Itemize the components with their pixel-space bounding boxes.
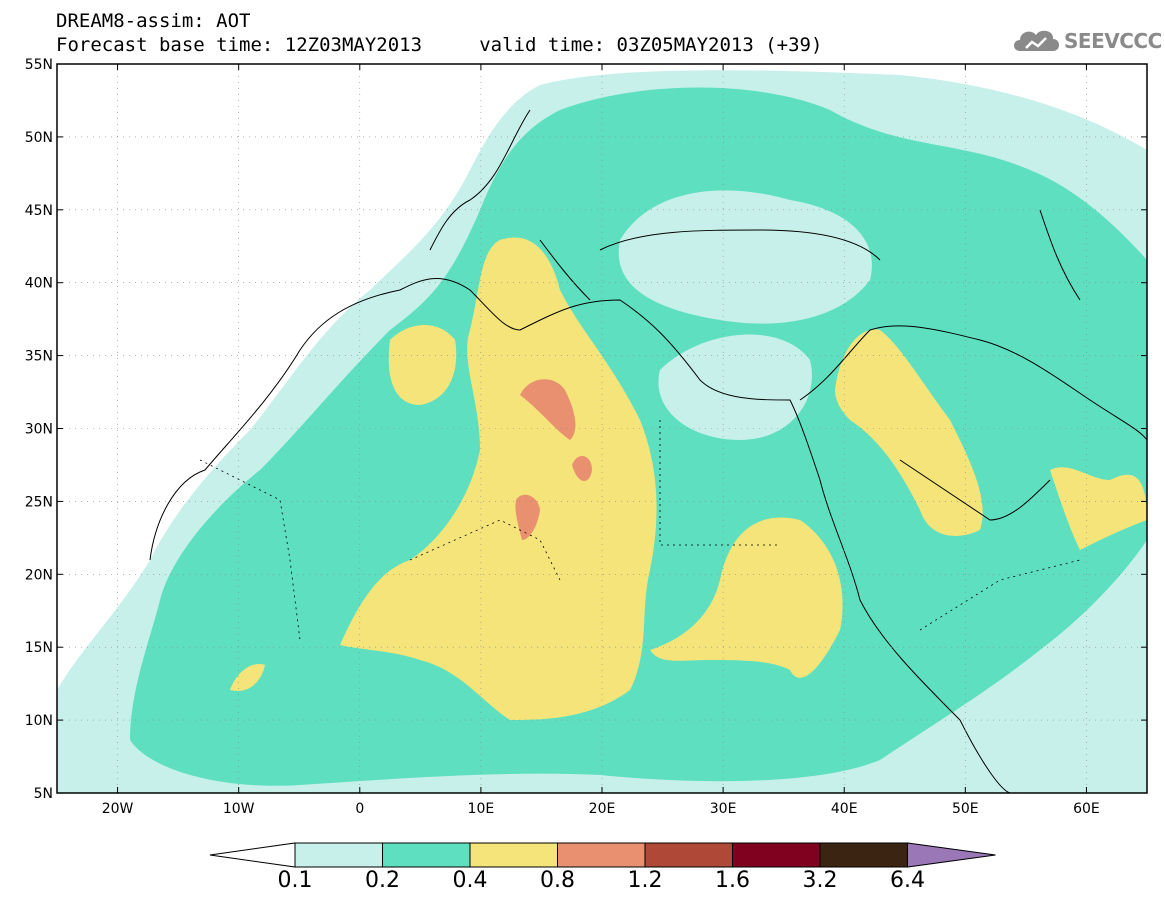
colorbar-segment — [382, 842, 471, 868]
lon-tick-label: 50E — [952, 801, 979, 817]
colorbar-level-label: 1.6 — [715, 868, 750, 893]
lat-tick-label: 20N — [25, 567, 53, 583]
colorbar — [209, 842, 996, 868]
lat-tick-label: 40N — [25, 276, 53, 292]
colorbar-under-arrow — [209, 842, 296, 868]
colorbar-level-label: 0.8 — [540, 868, 575, 893]
cloud-icon — [1014, 30, 1059, 51]
lat-tick-label: 10N — [25, 713, 53, 729]
aot-band-0.8-chad — [515, 494, 540, 540]
lat-tick-label: 15N — [25, 640, 53, 656]
colorbar-segment — [557, 842, 646, 868]
colorbar-level-label: 1.2 — [627, 868, 663, 893]
lat-tick-label: 5N — [34, 786, 53, 802]
colorbar-level-label: 3.2 — [802, 868, 838, 893]
lat-tick-label: 30N — [25, 422, 53, 438]
colorbar-segment — [819, 842, 908, 868]
colorbar-segment — [469, 842, 558, 868]
lat-tick-label: 35N — [25, 349, 53, 365]
lon-tick-label: 20E — [589, 801, 616, 817]
seevccc-logo: SEEVCCC — [1010, 24, 1162, 58]
aot-band-0.4-oman — [1050, 467, 1147, 550]
lon-tick-label: 40E — [831, 801, 858, 817]
lat-tick-label: 45N — [25, 203, 53, 219]
colorbar-level-label: 0.2 — [365, 868, 400, 893]
colorbar-segment — [294, 842, 383, 868]
colorbar-over-arrow — [907, 842, 996, 868]
lon-tick-label: 0 — [355, 801, 364, 817]
logo-text: SEEVCCC — [1064, 29, 1162, 53]
aot-contours — [57, 64, 1147, 793]
colorbar-level-label: 0.1 — [277, 868, 313, 893]
colorbar-segment — [732, 842, 821, 868]
lon-tick-label: 60E — [1073, 801, 1100, 817]
lat-tick-label: 55N — [25, 57, 53, 73]
colorbar-segment — [644, 842, 733, 868]
map-title: DREAM8-assim: AOT — [56, 10, 251, 32]
coastlines — [149, 109, 1147, 793]
aot-band-0.4-sudan — [650, 517, 843, 678]
aot-pocket-egypt — [658, 334, 812, 440]
colorbar-level-label: 6.4 — [890, 868, 925, 893]
aot-band-0.4-mali — [230, 664, 265, 691]
aot-band-0.8-tibesti — [572, 455, 592, 482]
lon-tick-label: 10W — [223, 801, 255, 817]
aot-band-0.4-arabia — [835, 329, 983, 536]
colorbar-level-label: 0.4 — [452, 868, 488, 893]
aot-band-0.8-libya — [520, 379, 576, 440]
forecast-time-label: Forecast base time: 12Z03MAY2013 valid t… — [56, 34, 823, 56]
aot-band-0.4-sahara — [340, 237, 657, 720]
lon-tick-label: 20W — [102, 801, 134, 817]
lat-tick-label: 50N — [25, 130, 53, 146]
lon-tick-label: 10E — [468, 801, 495, 817]
lon-tick-label: 30E — [710, 801, 737, 817]
political-borders — [199, 420, 1081, 641]
lat-tick-label: 25N — [25, 494, 53, 510]
aot-band-0.4-algeria — [388, 325, 457, 405]
axis-ticks: 20W 10W 0 10E 20E 30E 40E 50E 60E 5N 10N 15N 20N 25N 3… — [25, 57, 1147, 817]
aot-pocket-east-europe — [618, 190, 872, 324]
